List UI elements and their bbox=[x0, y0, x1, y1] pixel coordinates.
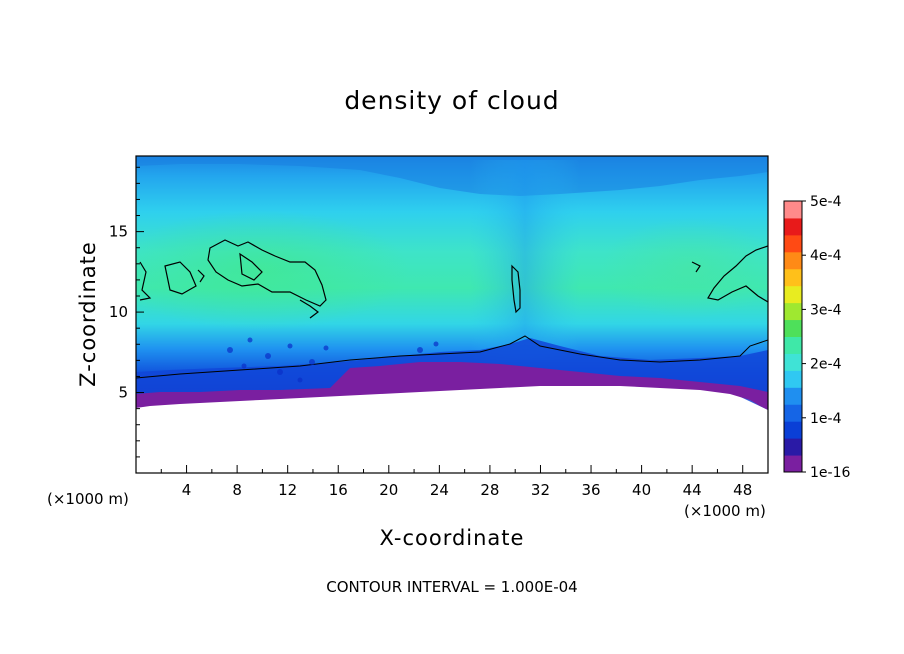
colorbar-label: 1e-4 bbox=[810, 411, 842, 427]
colorbar-swatch bbox=[784, 201, 802, 219]
chart-title: density of cloud bbox=[344, 86, 560, 115]
colorbar-swatch bbox=[784, 336, 802, 354]
colorbar-label: 1e-16 bbox=[810, 465, 850, 481]
y-tick-label: 15 bbox=[109, 223, 128, 241]
contour-interval-note: CONTOUR INTERVAL = 1.000E-04 bbox=[326, 578, 578, 596]
x-tick-label: 24 bbox=[430, 481, 449, 499]
x-tick-label: 16 bbox=[329, 481, 348, 499]
x-tick-label: 20 bbox=[379, 481, 398, 499]
x-tick-label: 32 bbox=[531, 481, 550, 499]
colorbar-label: 5e-4 bbox=[810, 194, 842, 210]
x-tick-label: 48 bbox=[733, 481, 752, 499]
y-tick-label: 5 bbox=[118, 384, 128, 402]
colorbar-swatch bbox=[784, 268, 802, 287]
x-tick-label: 4 bbox=[182, 481, 192, 499]
colorbar-label: 4e-4 bbox=[810, 248, 842, 264]
x-tick-label: 40 bbox=[632, 481, 651, 499]
x-unit-left: (×1000 m) bbox=[47, 490, 129, 508]
x-tick-label: 12 bbox=[278, 481, 297, 499]
colorbar-swatch bbox=[784, 319, 802, 337]
x-tick-label: 8 bbox=[232, 481, 242, 499]
contour-column bbox=[511, 264, 521, 314]
cloud-top-band bbox=[136, 156, 768, 196]
x-unit-right: (×1000 m) bbox=[684, 502, 766, 520]
turbulence-speckles bbox=[227, 337, 439, 383]
colorbar-swatch bbox=[784, 387, 802, 405]
colorbar-swatch bbox=[784, 438, 802, 456]
core-right bbox=[600, 218, 768, 318]
contour-cluster-left bbox=[139, 239, 327, 319]
colorbar-swatch bbox=[784, 455, 802, 473]
colorbar-label: 3e-4 bbox=[810, 302, 842, 318]
y-axis: 5 10 15 bbox=[109, 166, 144, 458]
colorbar-swatch bbox=[784, 217, 802, 236]
colorbar-frame bbox=[783, 200, 803, 473]
core-left bbox=[136, 210, 410, 330]
colorbar-swatch bbox=[784, 251, 802, 270]
colorbar-swatch bbox=[784, 234, 802, 253]
plot-frame bbox=[135, 155, 769, 474]
colorbar-swatch bbox=[784, 370, 802, 388]
colorbar-swatch bbox=[784, 421, 802, 439]
colorbar-label: 2e-4 bbox=[810, 357, 842, 373]
x-tick-label: 28 bbox=[480, 481, 499, 499]
y-axis-label: Z-coordinate bbox=[76, 241, 100, 387]
x-axis: 4 8 12 16 20 24 28 32 36 40 44 48 bbox=[160, 465, 752, 499]
colorbar-swatch bbox=[784, 404, 802, 422]
contour-cluster-right bbox=[691, 245, 768, 303]
x-tick-label: 36 bbox=[581, 481, 600, 499]
y-tick-label: 10 bbox=[109, 303, 128, 321]
contour-base bbox=[136, 335, 768, 379]
colorbar-swatch bbox=[784, 353, 802, 371]
colorbar-swatch bbox=[784, 302, 802, 321]
x-tick-label: 44 bbox=[683, 481, 702, 499]
cloud-bottom-layer bbox=[136, 362, 768, 410]
colorbar: 5e-4 4e-4 3e-4 2e-4 1e-4 1e-16 bbox=[783, 194, 850, 481]
cloud-gap bbox=[470, 160, 580, 360]
x-axis-label: X-coordinate bbox=[379, 526, 525, 550]
cloud-density-field bbox=[136, 156, 768, 410]
colorbar-swatch bbox=[784, 285, 802, 304]
